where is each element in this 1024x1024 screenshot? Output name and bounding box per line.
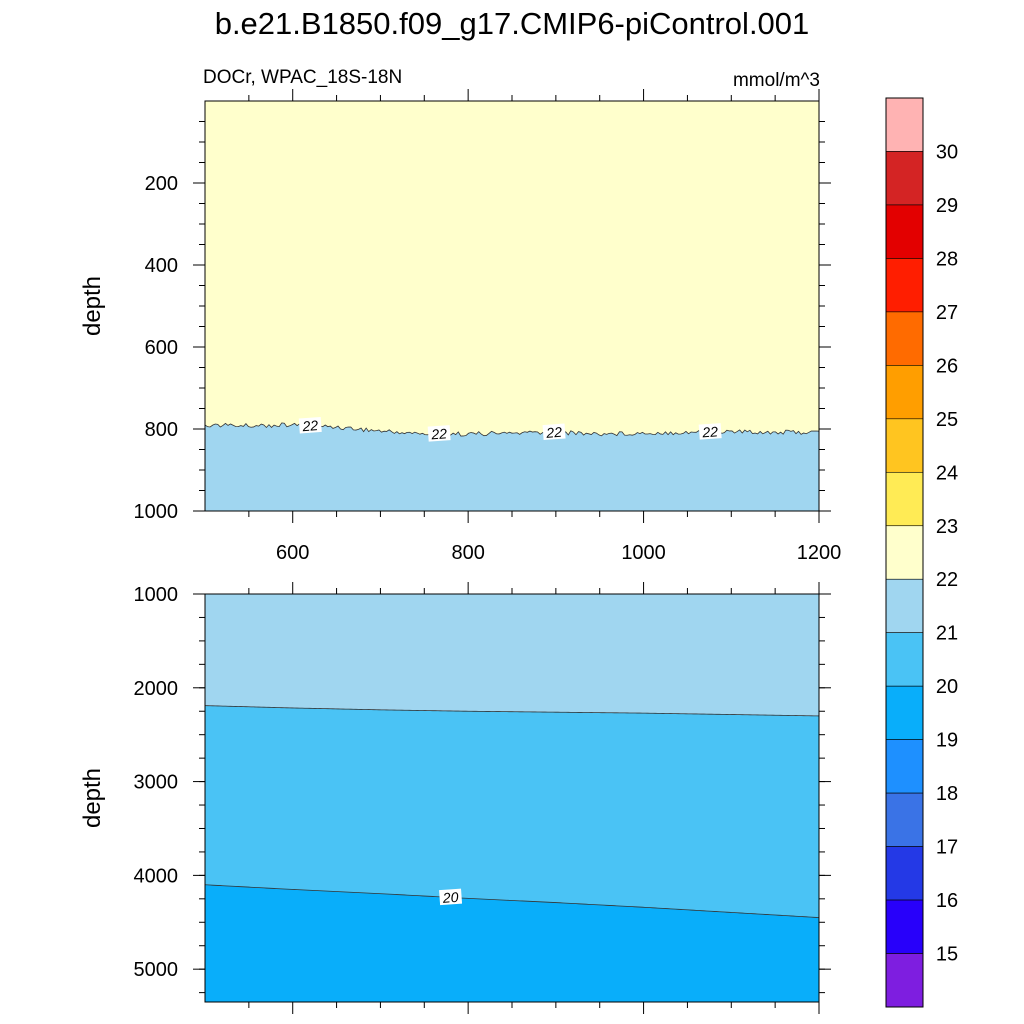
colorbar-box bbox=[885, 578, 924, 634]
colorbar-label: 15 bbox=[936, 944, 958, 966]
colorbar-box bbox=[885, 418, 924, 473]
colorbar-label: 27 bbox=[936, 302, 958, 324]
colorbar-box bbox=[885, 258, 924, 313]
colorbar-box bbox=[885, 471, 924, 527]
colorbar-box bbox=[885, 151, 924, 206]
upper-panel: 22 22 22 22 600 800 1000 1200 200 400 600 800 1000 de… bbox=[79, 89, 841, 564]
x-tick-label: 800 bbox=[451, 542, 484, 564]
colorbar-box bbox=[885, 97, 924, 152]
colorbar-label: 19 bbox=[936, 730, 958, 752]
x-tick-label: 1200 bbox=[797, 542, 842, 564]
colorbar-box bbox=[885, 739, 924, 794]
y-axis-label: depth bbox=[79, 768, 106, 828]
colorbar-label: 26 bbox=[936, 355, 958, 377]
colorbar-label: 29 bbox=[936, 195, 958, 217]
page-title: b.e21.B1850.f09_g17.CMIP6-piControl.001 bbox=[214, 6, 810, 41]
contour-label-box bbox=[298, 416, 322, 434]
contour-line-21 bbox=[204, 705, 820, 717]
colorbar-box bbox=[885, 685, 924, 740]
y-tick-label: 200 bbox=[145, 173, 178, 195]
colorbar-box bbox=[885, 792, 924, 847]
contour-label-text: 22 bbox=[430, 425, 448, 442]
contour-fill-21-22 bbox=[205, 594, 819, 716]
y-tick-label: 600 bbox=[145, 337, 178, 359]
colorbar-box bbox=[885, 953, 924, 1008]
contour-label-1: 22 bbox=[427, 425, 451, 442]
colorbar-label: 21 bbox=[936, 623, 958, 645]
colorbar-label: 25 bbox=[936, 409, 958, 431]
y-tick-label: 5000 bbox=[134, 959, 179, 981]
contour-fill-21-22 bbox=[205, 422, 819, 511]
subtitle-left: DOCr, WPAC_18S-18N bbox=[203, 67, 402, 88]
colorbar-label: 28 bbox=[936, 248, 958, 270]
contour-label-text: 20 bbox=[441, 889, 459, 906]
x-tick-label: 600 bbox=[276, 542, 309, 564]
colorbar-label: 17 bbox=[936, 837, 958, 859]
contour-label-box bbox=[439, 888, 463, 906]
contour-label-text: 22 bbox=[701, 423, 719, 440]
colorbar-box bbox=[885, 632, 924, 687]
contour-fill-22-23 bbox=[205, 101, 819, 437]
contour-label-box bbox=[698, 423, 722, 440]
contour-fill-19-20 bbox=[205, 884, 819, 1002]
contour-label-text: 22 bbox=[545, 424, 563, 441]
colorbar-label: 30 bbox=[936, 141, 958, 163]
contour-line-20 bbox=[204, 884, 820, 918]
contour-label-3: 22 bbox=[698, 423, 722, 440]
colorbar-frame bbox=[885, 97, 924, 1008]
contour-fill-20-21 bbox=[205, 705, 819, 918]
y-tick-label: 1000 bbox=[134, 584, 179, 606]
colorbar-label: 24 bbox=[936, 462, 958, 484]
lower-panel: 20 1000 2000 3000 4000 5000 depth bbox=[79, 582, 831, 1014]
contour-label-text: 22 bbox=[301, 417, 319, 434]
colorbar-box bbox=[885, 204, 924, 259]
contour-label-2: 22 bbox=[542, 423, 566, 441]
colorbar-box bbox=[885, 846, 924, 901]
y-axis-label: depth bbox=[79, 276, 106, 336]
x-tick-label: 1000 bbox=[621, 542, 666, 564]
colorbar-label: 20 bbox=[936, 676, 958, 698]
colorbar-label: 23 bbox=[936, 516, 958, 538]
colorbar-label: 16 bbox=[936, 890, 958, 912]
y-tick-label: 4000 bbox=[134, 865, 179, 887]
y-tick-label: 1000 bbox=[134, 501, 179, 523]
colorbar-box bbox=[885, 311, 924, 366]
colorbar-box bbox=[885, 365, 924, 420]
colorbar-label: 18 bbox=[936, 783, 958, 805]
colorbar: 15 16 17 18 19 20 21 22 23 24 25 26 27 28 29 30 bbox=[885, 97, 958, 1008]
colorbar-label: 22 bbox=[936, 569, 958, 591]
y-tick-label: 3000 bbox=[134, 772, 179, 794]
contour-label-box bbox=[542, 423, 566, 441]
units-label: mmol/m^3 bbox=[733, 70, 820, 91]
contour-label-0: 20 bbox=[439, 888, 463, 906]
y-tick-label: 800 bbox=[145, 419, 178, 441]
colorbar-box bbox=[885, 899, 924, 954]
y-tick-label: 400 bbox=[145, 255, 178, 277]
contour-label-box bbox=[427, 425, 451, 442]
colorbar-box bbox=[885, 525, 924, 580]
y-tick-label: 2000 bbox=[134, 678, 179, 700]
contour-label-0: 22 bbox=[298, 416, 322, 434]
